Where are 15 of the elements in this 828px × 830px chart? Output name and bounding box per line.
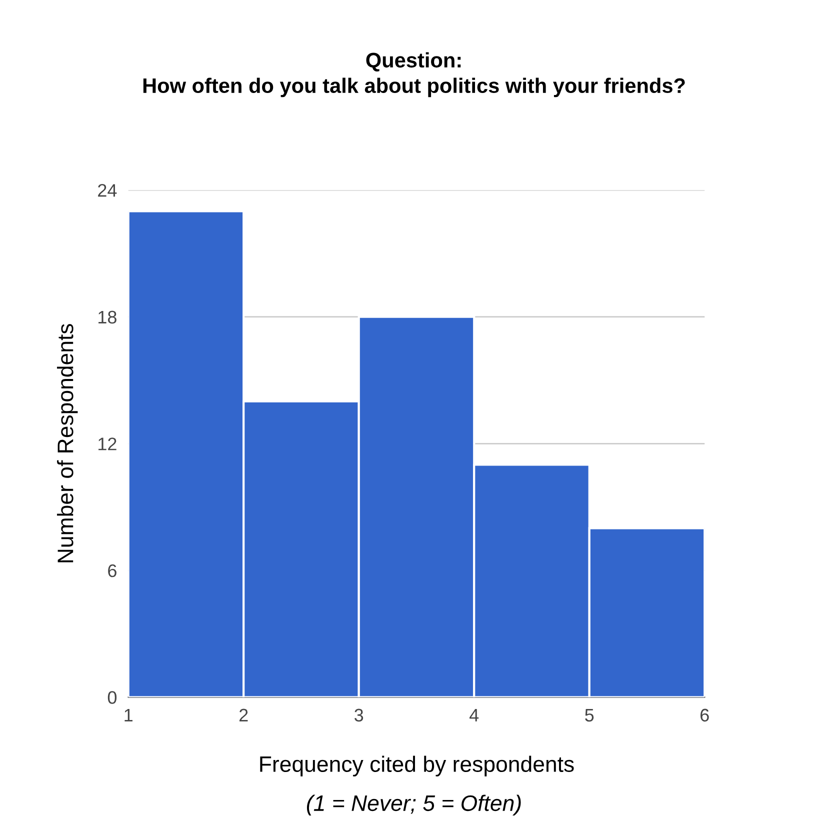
x-axis-title: Frequency cited by respondents [260,756,574,776]
x-tick-label: 3 [354,708,364,722]
y-axis-title: Number of Respondents [56,324,78,562]
y-tick-label: 18 [98,310,116,324]
x-tick-label: 2 [239,708,248,722]
y-tick-label: 6 [108,564,116,578]
y-tick-label: 0 [108,691,117,704]
x-tick-label: 4 [470,708,479,722]
x-tick-label: 6 [700,708,709,722]
chart-title: Question: How often do you talk about politics with your friends? [143,52,685,98]
y-tick-label: 12 [98,438,116,450]
y-tick-label: 24 [98,184,117,197]
text: (1 = Never; 5 = Often) [306,794,521,816]
x-tick-label: 1 [124,708,132,722]
x-tick-label: 5 [585,708,594,722]
